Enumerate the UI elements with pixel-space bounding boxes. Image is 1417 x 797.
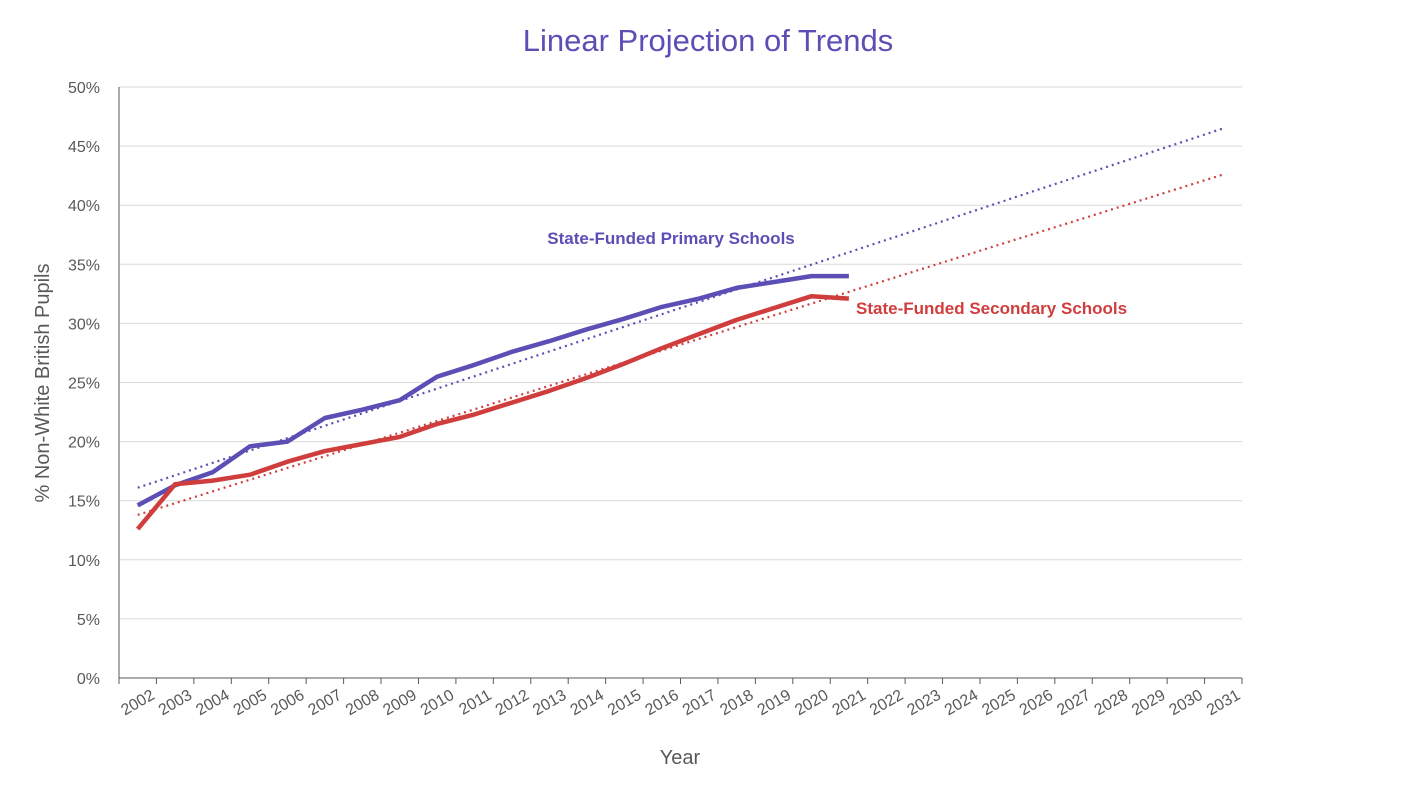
x-tick-label: 2004 <box>193 687 232 720</box>
x-tick-label: 2024 <box>942 687 981 720</box>
x-tick-label: 2028 <box>1092 687 1131 720</box>
y-tick-labels: 0% 5% 10% 15% 20% 25% 30% 35% 40% 45% 50% <box>68 80 100 688</box>
y-tick-label: 40% <box>68 198 100 215</box>
x-tick-label: 2003 <box>156 687 195 720</box>
series-line <box>136 273 849 508</box>
y-tick-label: 20% <box>68 435 100 452</box>
x-tick-label: 2021 <box>830 687 869 720</box>
x-tick-label: 2027 <box>1054 687 1093 720</box>
series-label-secondary: State-Funded Secondary Schools <box>856 299 1127 318</box>
series-line <box>135 293 850 531</box>
x-tick-label: 2011 <box>456 687 494 719</box>
x-tick-label: 2008 <box>343 687 382 720</box>
x-tick-label: 2010 <box>418 687 457 720</box>
y-tick-label: 30% <box>68 316 100 333</box>
x-tick-label: 2007 <box>306 687 345 720</box>
x-axis-title: Year <box>660 747 701 769</box>
x-tick-label: 2016 <box>642 687 681 720</box>
x-tick-label: 2022 <box>867 687 906 720</box>
x-tick-label: 2015 <box>605 687 644 720</box>
y-tick-label: 50% <box>68 80 100 97</box>
trendline <box>137 127 1224 489</box>
gridlines <box>119 86 1242 620</box>
y-tick-label: 45% <box>68 139 100 156</box>
x-tick-label: 2023 <box>904 687 943 720</box>
trendline <box>137 173 1224 516</box>
x-tick-label: 2002 <box>118 687 157 720</box>
y-tick-label: 0% <box>77 671 100 688</box>
x-tick-label: 2025 <box>979 687 1018 720</box>
y-tick-label: 35% <box>68 257 100 274</box>
x-tick-label: 2019 <box>755 687 794 720</box>
x-tick-label: 2017 <box>680 687 719 720</box>
x-tick-label: 2020 <box>792 687 831 720</box>
x-tick-label: 2005 <box>231 687 270 720</box>
x-tick-label: 2014 <box>568 687 607 720</box>
x-tick-label: 2031 <box>1204 687 1243 720</box>
x-tick-label: 2018 <box>717 687 756 720</box>
y-tick-label: 25% <box>68 376 100 393</box>
x-tick-label: 2013 <box>530 687 569 720</box>
x-tick-label: 2026 <box>1017 687 1056 720</box>
series-lines <box>135 273 850 531</box>
axes <box>118 87 1243 684</box>
series-label-primary: State-Funded Primary Schools <box>547 229 795 248</box>
y-tick-label: 5% <box>77 612 100 629</box>
y-axis-title: % Non-White British Pupils <box>32 264 54 503</box>
x-tick-label: 2009 <box>380 687 419 720</box>
x-tick-label: 2030 <box>1167 687 1206 720</box>
y-tick-label: 10% <box>68 553 100 570</box>
chart-title: Linear Projection of Trends <box>523 23 894 58</box>
x-tick-label: 2006 <box>268 687 307 720</box>
y-tick-label: 15% <box>68 494 100 511</box>
x-tick-label: 2029 <box>1129 687 1168 720</box>
x-tick-label: 2012 <box>493 687 532 720</box>
trendlines <box>137 127 1224 516</box>
